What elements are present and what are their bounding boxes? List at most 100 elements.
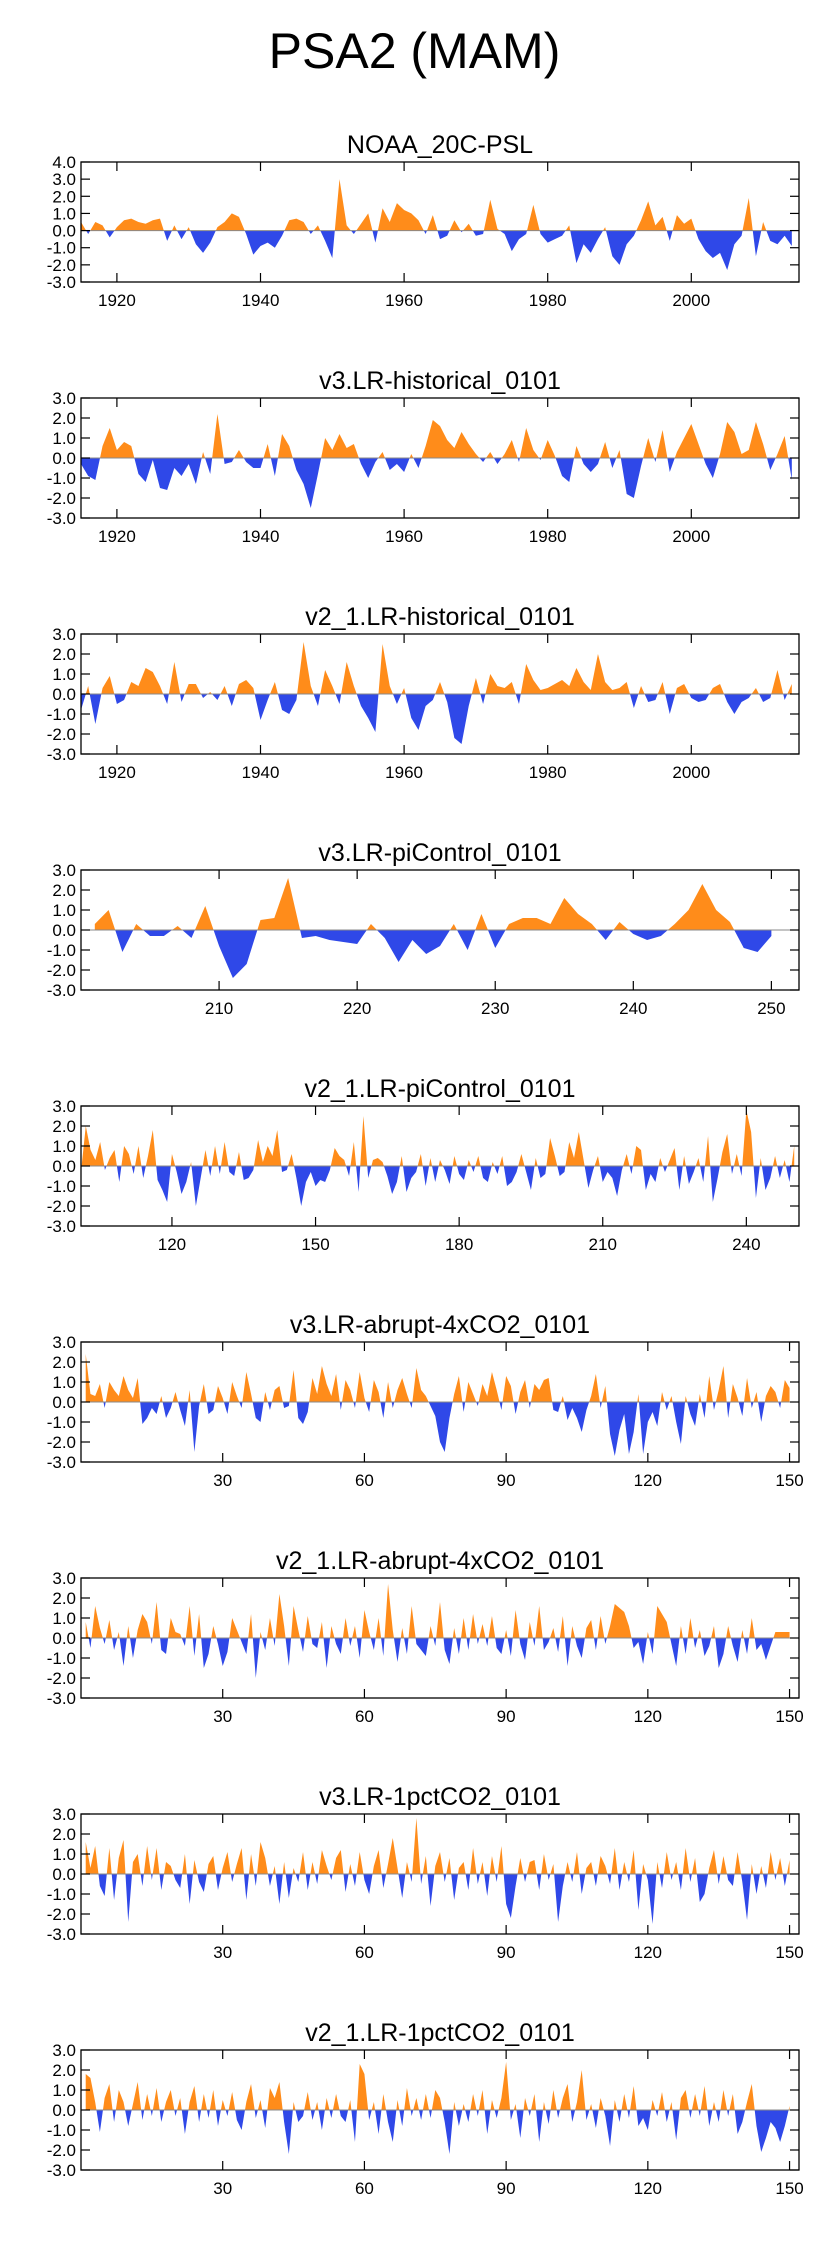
y-tick-label: 0.0 xyxy=(52,685,76,704)
y-tick-label: 0.0 xyxy=(52,2101,76,2120)
chart-panel-1: NOAA_20C-PSL 4.03.02.01.00.0-1.0-2.0-3.0 1… xyxy=(47,131,800,310)
y-tick-label: 3.0 xyxy=(52,1805,76,1824)
y-tick-label: 0.0 xyxy=(52,449,76,468)
y-tick-label: 1.0 xyxy=(52,2081,76,2100)
y-tick-label: 0.0 xyxy=(52,1157,76,1176)
x-tick-label: 60 xyxy=(355,2179,374,2198)
y-tick-label: 2.0 xyxy=(52,881,76,900)
y-tick-label: 3.0 xyxy=(52,2041,76,2060)
positive-anomaly-area xyxy=(81,179,792,231)
y-tick-label: -2.0 xyxy=(47,2141,76,2160)
y-tick-label: -2.0 xyxy=(47,256,76,275)
chart-panel-2: v3.LR-historical_0101 3.02.01.00.0-1.0-2.… xyxy=(47,367,800,546)
x-tick-label: 150 xyxy=(301,1235,329,1254)
x-tick-label: 1920 xyxy=(98,527,136,546)
y-tick-label: 4.0 xyxy=(52,153,76,172)
y-tick-label: 2.0 xyxy=(52,2061,76,2080)
chart-panel-6: v3.LR-abrupt-4xCO2_01013.02.01.00.0-1.0-… xyxy=(47,1311,804,1490)
y-tick-label: 3.0 xyxy=(52,861,76,880)
y-tick-label: 2.0 xyxy=(52,1117,76,1136)
y-tick-label: 2.0 xyxy=(52,409,76,428)
x-tick-label: 120 xyxy=(634,1943,662,1962)
x-tick-label: 210 xyxy=(205,999,233,1018)
y-tick-label: 0.0 xyxy=(52,222,76,241)
positive-anomaly-area xyxy=(81,1110,795,1166)
chart-panel-9: v2_1.LR-1pctCO2_0101 3.02.01.00.0-1.0-2.0… xyxy=(47,2019,804,2198)
x-tick-label: 1940 xyxy=(242,527,280,546)
negative-anomaly-area xyxy=(81,230,792,270)
y-tick-label: 1.0 xyxy=(52,1137,76,1156)
negative-anomaly-area xyxy=(81,458,792,508)
y-tick-label: -3.0 xyxy=(47,1925,76,1944)
y-tick-label: 1.0 xyxy=(52,429,76,448)
positive-anomaly-area xyxy=(81,642,792,694)
negative-anomaly-area xyxy=(81,694,792,744)
positive-anomaly-area xyxy=(85,1818,790,1874)
x-tick-label: 150 xyxy=(775,1707,803,1726)
y-tick-label: 3.0 xyxy=(52,389,76,408)
x-tick-label: 30 xyxy=(213,2179,232,2198)
y-tick-label: -2.0 xyxy=(47,489,76,508)
y-tick-label: -3.0 xyxy=(47,273,76,292)
positive-anomaly-area xyxy=(85,1354,790,1402)
x-tick-label: 1980 xyxy=(529,291,567,310)
x-tick-label: 1960 xyxy=(385,763,423,782)
panel-title: v3.LR-historical_0101 xyxy=(319,367,561,395)
x-tick-label: 150 xyxy=(775,1471,803,1490)
x-tick-label: 120 xyxy=(634,1707,662,1726)
x-tick-label: 90 xyxy=(497,1943,516,1962)
panel-title: v2_1.LR-abrupt-4xCO2_0101 xyxy=(276,1547,604,1575)
y-tick-label: 1.0 xyxy=(52,901,76,920)
negative-anomaly-area xyxy=(81,1166,795,1206)
positive-anomaly-area xyxy=(85,1584,790,1638)
x-tick-label: 1940 xyxy=(242,291,280,310)
panel-title: v3.LR-piControl_0101 xyxy=(318,839,561,867)
y-tick-label: -3.0 xyxy=(47,745,76,764)
x-tick-label: 60 xyxy=(355,1707,374,1726)
negative-anomaly-area xyxy=(85,1402,790,1456)
panel-title: v2_1.LR-historical_0101 xyxy=(305,603,575,631)
x-tick-label: 150 xyxy=(775,1943,803,1962)
x-tick-label: 230 xyxy=(481,999,509,1018)
x-tick-label: 1980 xyxy=(529,763,567,782)
y-tick-label: -1.0 xyxy=(47,1413,76,1432)
y-tick-label: 3.0 xyxy=(52,1333,76,1352)
y-tick-label: -1.0 xyxy=(47,239,76,258)
negative-anomaly-area xyxy=(85,1638,790,1678)
y-tick-label: -2.0 xyxy=(47,725,76,744)
x-tick-label: 60 xyxy=(355,1471,374,1490)
y-tick-label: -1.0 xyxy=(47,941,76,960)
x-tick-label: 30 xyxy=(213,1943,232,1962)
positive-anomaly-area xyxy=(81,414,792,458)
y-tick-label: 1.0 xyxy=(52,665,76,684)
x-tick-label: 1920 xyxy=(98,763,136,782)
y-tick-label: 3.0 xyxy=(52,170,76,189)
x-tick-label: 1960 xyxy=(385,291,423,310)
plot-frame xyxy=(80,161,800,283)
y-tick-label: -1.0 xyxy=(47,2121,76,2140)
chart-panel-8: v3.LR-1pctCO2_0101 3.02.01.00.0-1.0-2.0-3… xyxy=(47,1783,804,1962)
positive-anomaly-area xyxy=(94,878,772,930)
panel-title: v2_1.LR-piControl_0101 xyxy=(304,1075,575,1103)
y-tick-label: 1.0 xyxy=(52,204,76,223)
y-tick-label: 2.0 xyxy=(52,1825,76,1844)
y-tick-label: 0.0 xyxy=(52,1865,76,1884)
x-tick-label: 1960 xyxy=(385,527,423,546)
x-tick-label: 120 xyxy=(634,1471,662,1490)
y-tick-label: 1.0 xyxy=(52,1845,76,1864)
x-tick-label: 240 xyxy=(732,1235,760,1254)
x-tick-label: 210 xyxy=(589,1235,617,1254)
x-tick-label: 220 xyxy=(343,999,371,1018)
chart-panel-3: v2_1.LR-historical_01013.02.01.00.0-1.0-… xyxy=(47,603,800,782)
x-tick-label: 2000 xyxy=(672,763,710,782)
x-tick-label: 90 xyxy=(497,1471,516,1490)
y-tick-label: 3.0 xyxy=(52,1097,76,1116)
y-tick-label: -2.0 xyxy=(47,1669,76,1688)
chart-panel-4: v3.LR-piControl_0101 3.02.01.00.0-1.0-2.0… xyxy=(47,839,800,1018)
panel-title: v3.LR-1pctCO2_0101 xyxy=(319,1783,561,1811)
x-tick-label: 120 xyxy=(634,2179,662,2198)
x-tick-label: 60 xyxy=(355,1943,374,1962)
y-tick-label: -3.0 xyxy=(47,2161,76,2180)
y-tick-label: -3.0 xyxy=(47,981,76,1000)
